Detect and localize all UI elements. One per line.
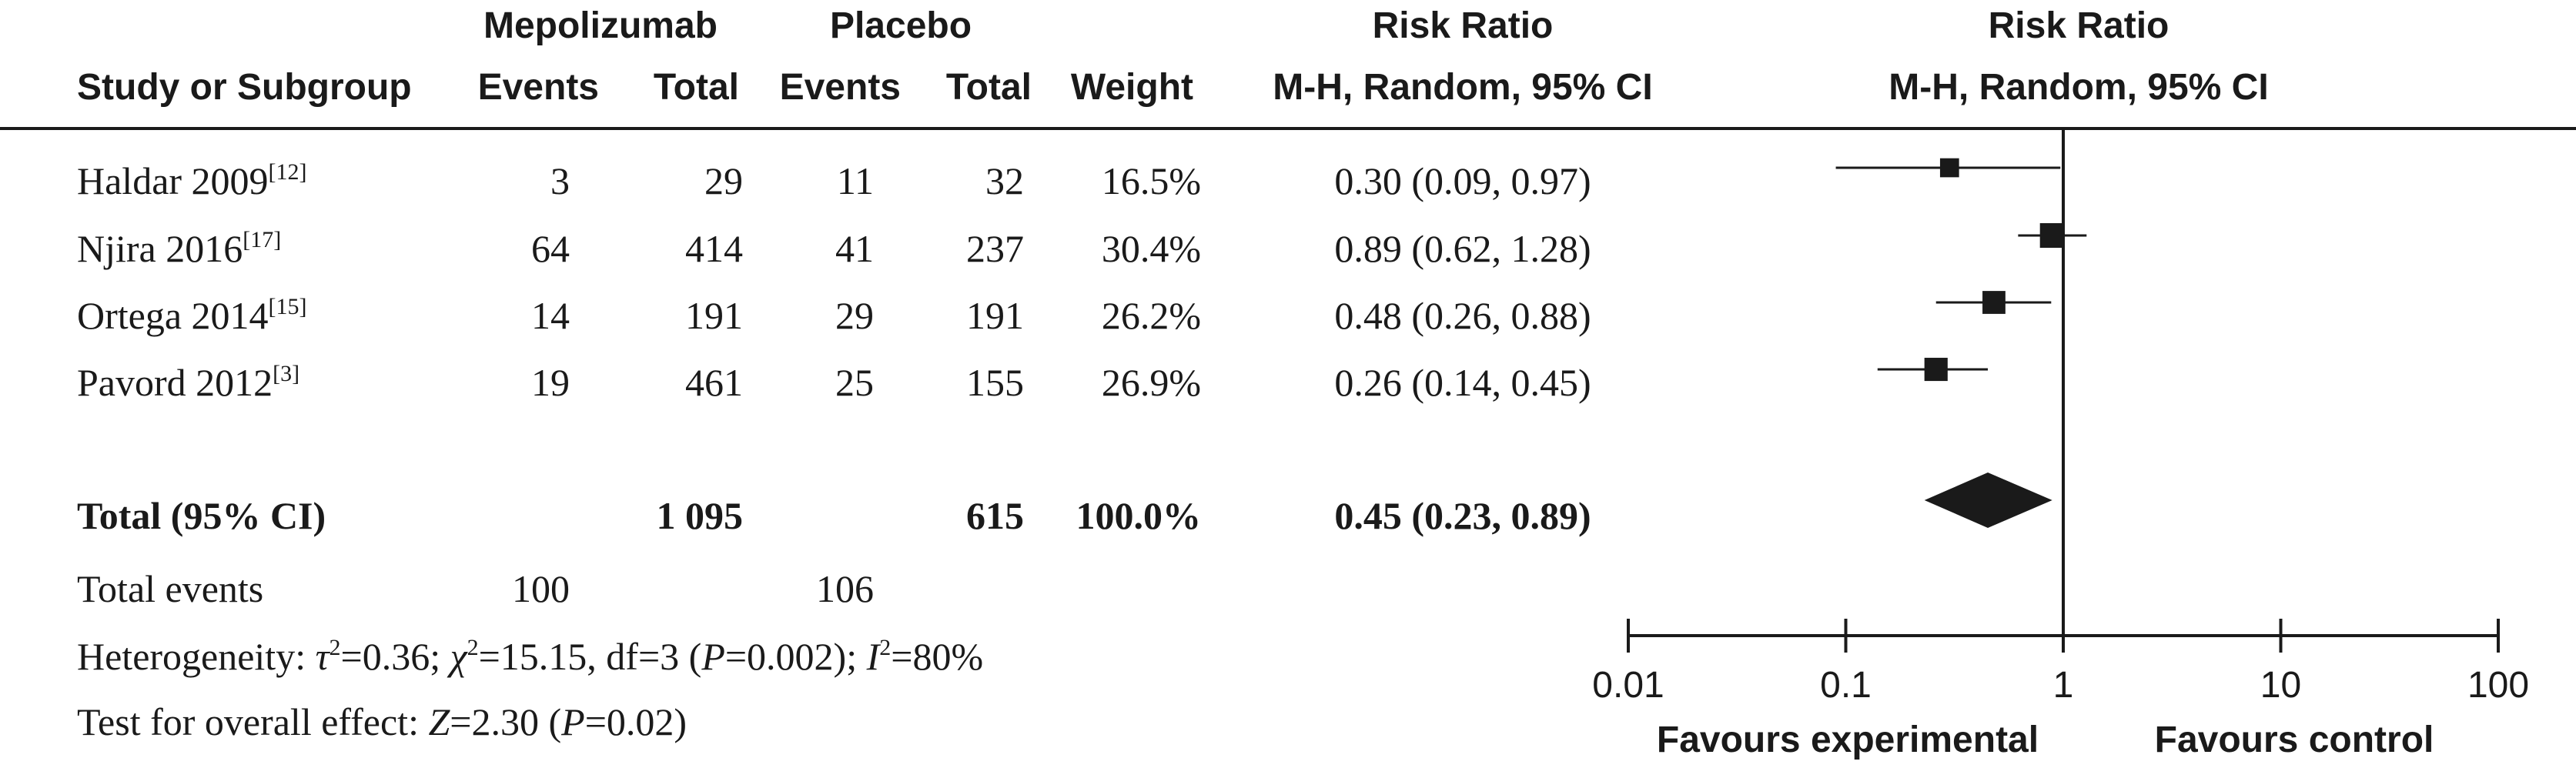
x-axis-tick-label: 0.1 xyxy=(1820,665,1872,706)
col-header-exp-events: Events xyxy=(477,67,599,108)
exp-total-cell: 29 xyxy=(704,159,743,202)
total-events-label: Total events xyxy=(77,567,264,610)
rr-plot-method: M-H, Random, 95% CI xyxy=(1889,67,2269,108)
study-marker xyxy=(1982,291,2006,314)
x-axis-tick-label: 100 xyxy=(2467,665,2529,706)
tau-sq: 2 xyxy=(329,634,341,660)
ctrl-events-cell: 41 xyxy=(835,227,874,270)
rr-table-method: M-H, Random, 95% CI xyxy=(1273,67,1653,108)
favours-control-label: Favours control xyxy=(2154,720,2434,760)
study-marker xyxy=(2039,223,2065,248)
col-header-exp-total: Total xyxy=(653,67,739,108)
ci-cell: 0.30 (0.09, 0.97) xyxy=(1334,159,1591,202)
ctrl-total-cell: 237 xyxy=(966,227,1024,270)
overall-prefix: Test for overall effect: xyxy=(77,700,429,743)
header-rule xyxy=(0,127,2576,130)
total-events-ctrl: 106 xyxy=(816,567,874,610)
total-events-exp: 100 xyxy=(512,567,570,610)
p-symbol: P xyxy=(701,635,725,678)
study-reference: [15] xyxy=(268,293,307,319)
col-header-ctrl-events: Events xyxy=(779,67,901,108)
weight-cell: 26.9% xyxy=(1101,361,1201,404)
ctrl-total-cell: 191 xyxy=(966,294,1024,337)
ctrl-events-cell: 11 xyxy=(836,159,874,202)
study-reference: [12] xyxy=(268,159,307,185)
rr-table-title: Risk Ratio xyxy=(1372,5,1554,46)
study-name: Ortega 2014[15] xyxy=(77,293,307,337)
z-value: =2.30 ( xyxy=(450,700,562,743)
total-exp-total: 1 095 xyxy=(656,494,744,537)
x-axis-tick-label: 1 xyxy=(2053,665,2074,706)
tau-symbol: τ xyxy=(315,635,330,678)
study-marker xyxy=(1924,357,1948,382)
study-name: Njira 2016[17] xyxy=(77,226,282,270)
exp-total-cell: 461 xyxy=(685,361,743,404)
total-weight: 100.0% xyxy=(1076,494,1202,537)
ctrl-events-cell: 29 xyxy=(835,294,874,337)
z-symbol: Z xyxy=(428,700,450,743)
study-reference: [17] xyxy=(243,226,282,252)
favours-experimental-label: Favours experimental xyxy=(1656,720,2039,760)
overall-p-value: =0.02) xyxy=(584,700,687,743)
i-symbol: I xyxy=(866,635,880,678)
total-label: Total (95% CI) xyxy=(77,494,326,537)
x-axis-tick-label: 10 xyxy=(2260,665,2301,706)
exp-total-cell: 191 xyxy=(685,294,743,337)
study-reference: [3] xyxy=(273,360,300,386)
overall-effect-text: Test for overall effect: Z=2.30 (P=0.02) xyxy=(77,703,687,741)
ctrl-events-cell: 25 xyxy=(835,361,874,404)
ci-cell: 0.26 (0.14, 0.45) xyxy=(1334,361,1591,404)
total-ci: 0.45 (0.23, 0.89) xyxy=(1334,494,1591,537)
exp-total-cell: 414 xyxy=(685,227,743,270)
total-ctrl-total: 615 xyxy=(966,494,1024,537)
ci-cell: 0.89 (0.62, 1.28) xyxy=(1334,227,1591,270)
study-marker xyxy=(1939,158,1959,178)
chi-value: =15.15, df=3 ( xyxy=(478,635,702,678)
rr-plot-title: Risk Ratio xyxy=(1988,5,2170,46)
study-name-text: Pavord 2012 xyxy=(77,361,273,404)
exp-events-cell: 3 xyxy=(550,159,570,202)
group-header-placebo: Placebo xyxy=(829,5,972,46)
chi-sq: 2 xyxy=(467,634,479,660)
study-name: Pavord 2012[3] xyxy=(77,360,300,404)
heterogeneity-prefix: Heterogeneity: xyxy=(77,635,316,678)
group-header-mepolizumab: Mepolizumab xyxy=(483,5,718,46)
weight-cell: 26.2% xyxy=(1101,294,1201,337)
weight-cell: 16.5% xyxy=(1101,159,1201,202)
i-sq: 2 xyxy=(879,634,892,660)
col-header-study: Study or Subgroup xyxy=(77,67,412,108)
ctrl-total-cell: 32 xyxy=(985,159,1024,202)
study-name-text: Ortega 2014 xyxy=(77,294,269,337)
study-name-text: Njira 2016 xyxy=(77,227,243,270)
col-header-weight: Weight xyxy=(1070,67,1193,108)
exp-events-cell: 64 xyxy=(531,227,570,270)
p-value: =0.002); xyxy=(724,635,867,678)
chi-symbol: χ xyxy=(450,635,467,678)
exp-events-cell: 14 xyxy=(531,294,570,337)
study-name: Haldar 2009[12] xyxy=(77,159,307,202)
heterogeneity-text: Heterogeneity: τ2=0.36; χ2=15.15, df=3 (… xyxy=(77,634,984,678)
ci-cell: 0.48 (0.26, 0.88) xyxy=(1334,294,1591,337)
i-value: =80% xyxy=(891,635,984,678)
ctrl-total-cell: 155 xyxy=(966,361,1024,404)
x-axis-tick-label: 0.01 xyxy=(1592,665,1664,706)
tau-value: =0.36; xyxy=(340,635,450,678)
pooled-diamond xyxy=(1924,472,2052,528)
overall-p-symbol: P xyxy=(561,700,585,743)
col-header-ctrl-total: Total xyxy=(945,67,1032,108)
exp-events-cell: 19 xyxy=(531,361,570,404)
study-name-text: Haldar 2009 xyxy=(77,159,269,202)
weight-cell: 30.4% xyxy=(1101,227,1201,270)
